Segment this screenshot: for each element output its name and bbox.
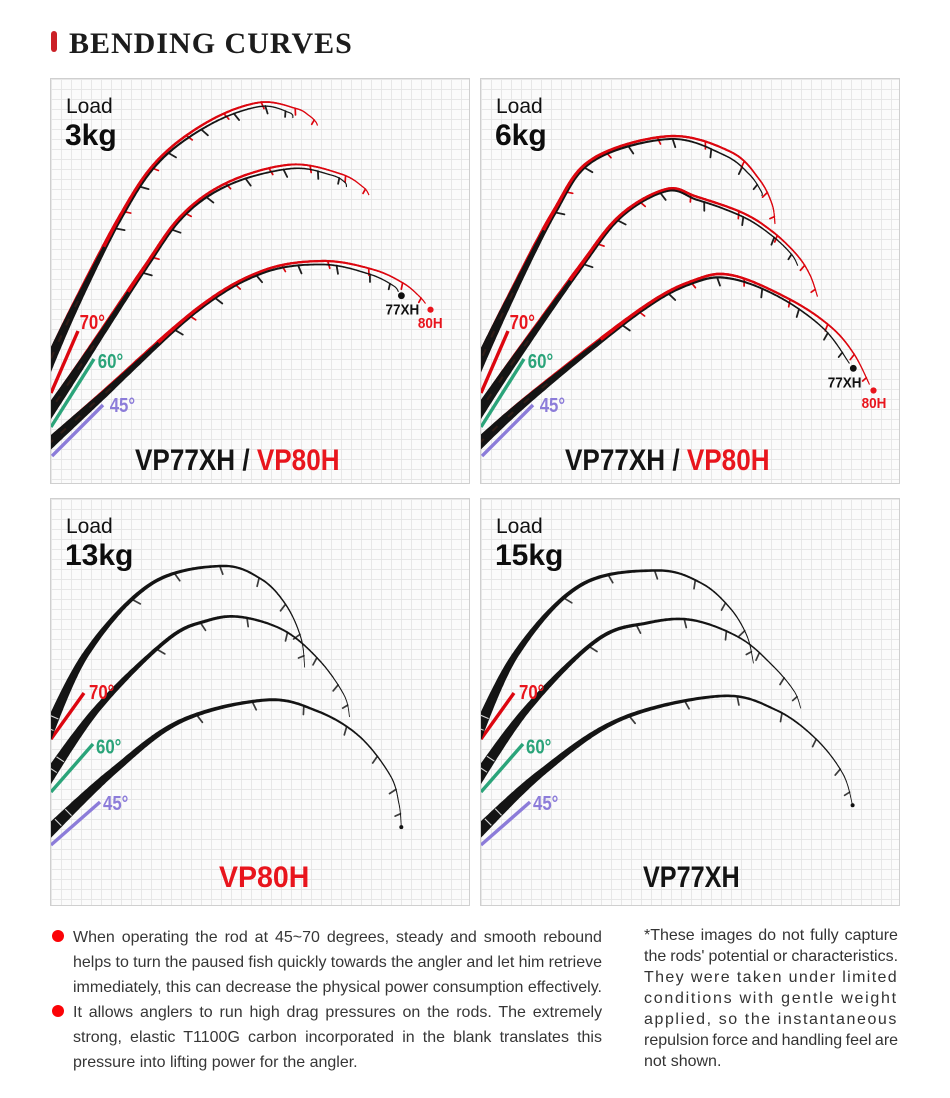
svg-text:45°: 45° [533,792,558,815]
svg-text:45°: 45° [540,394,565,417]
svg-text:77XH: 77XH [386,302,420,319]
svg-text:70°: 70° [80,311,105,334]
svg-text:60°: 60° [526,735,551,758]
svg-text:70°: 70° [510,311,535,334]
svg-text:80H: 80H [418,315,443,332]
svg-text:45°: 45° [103,792,128,815]
svg-text:80H: 80H [862,395,887,412]
svg-text:70°: 70° [519,681,544,704]
svg-text:77XH: 77XH [828,375,862,392]
svg-text:60°: 60° [528,350,553,373]
svg-text:70°: 70° [89,681,114,704]
svg-text:60°: 60° [96,735,121,758]
svg-text:60°: 60° [98,350,123,373]
svg-text:45°: 45° [110,394,135,417]
